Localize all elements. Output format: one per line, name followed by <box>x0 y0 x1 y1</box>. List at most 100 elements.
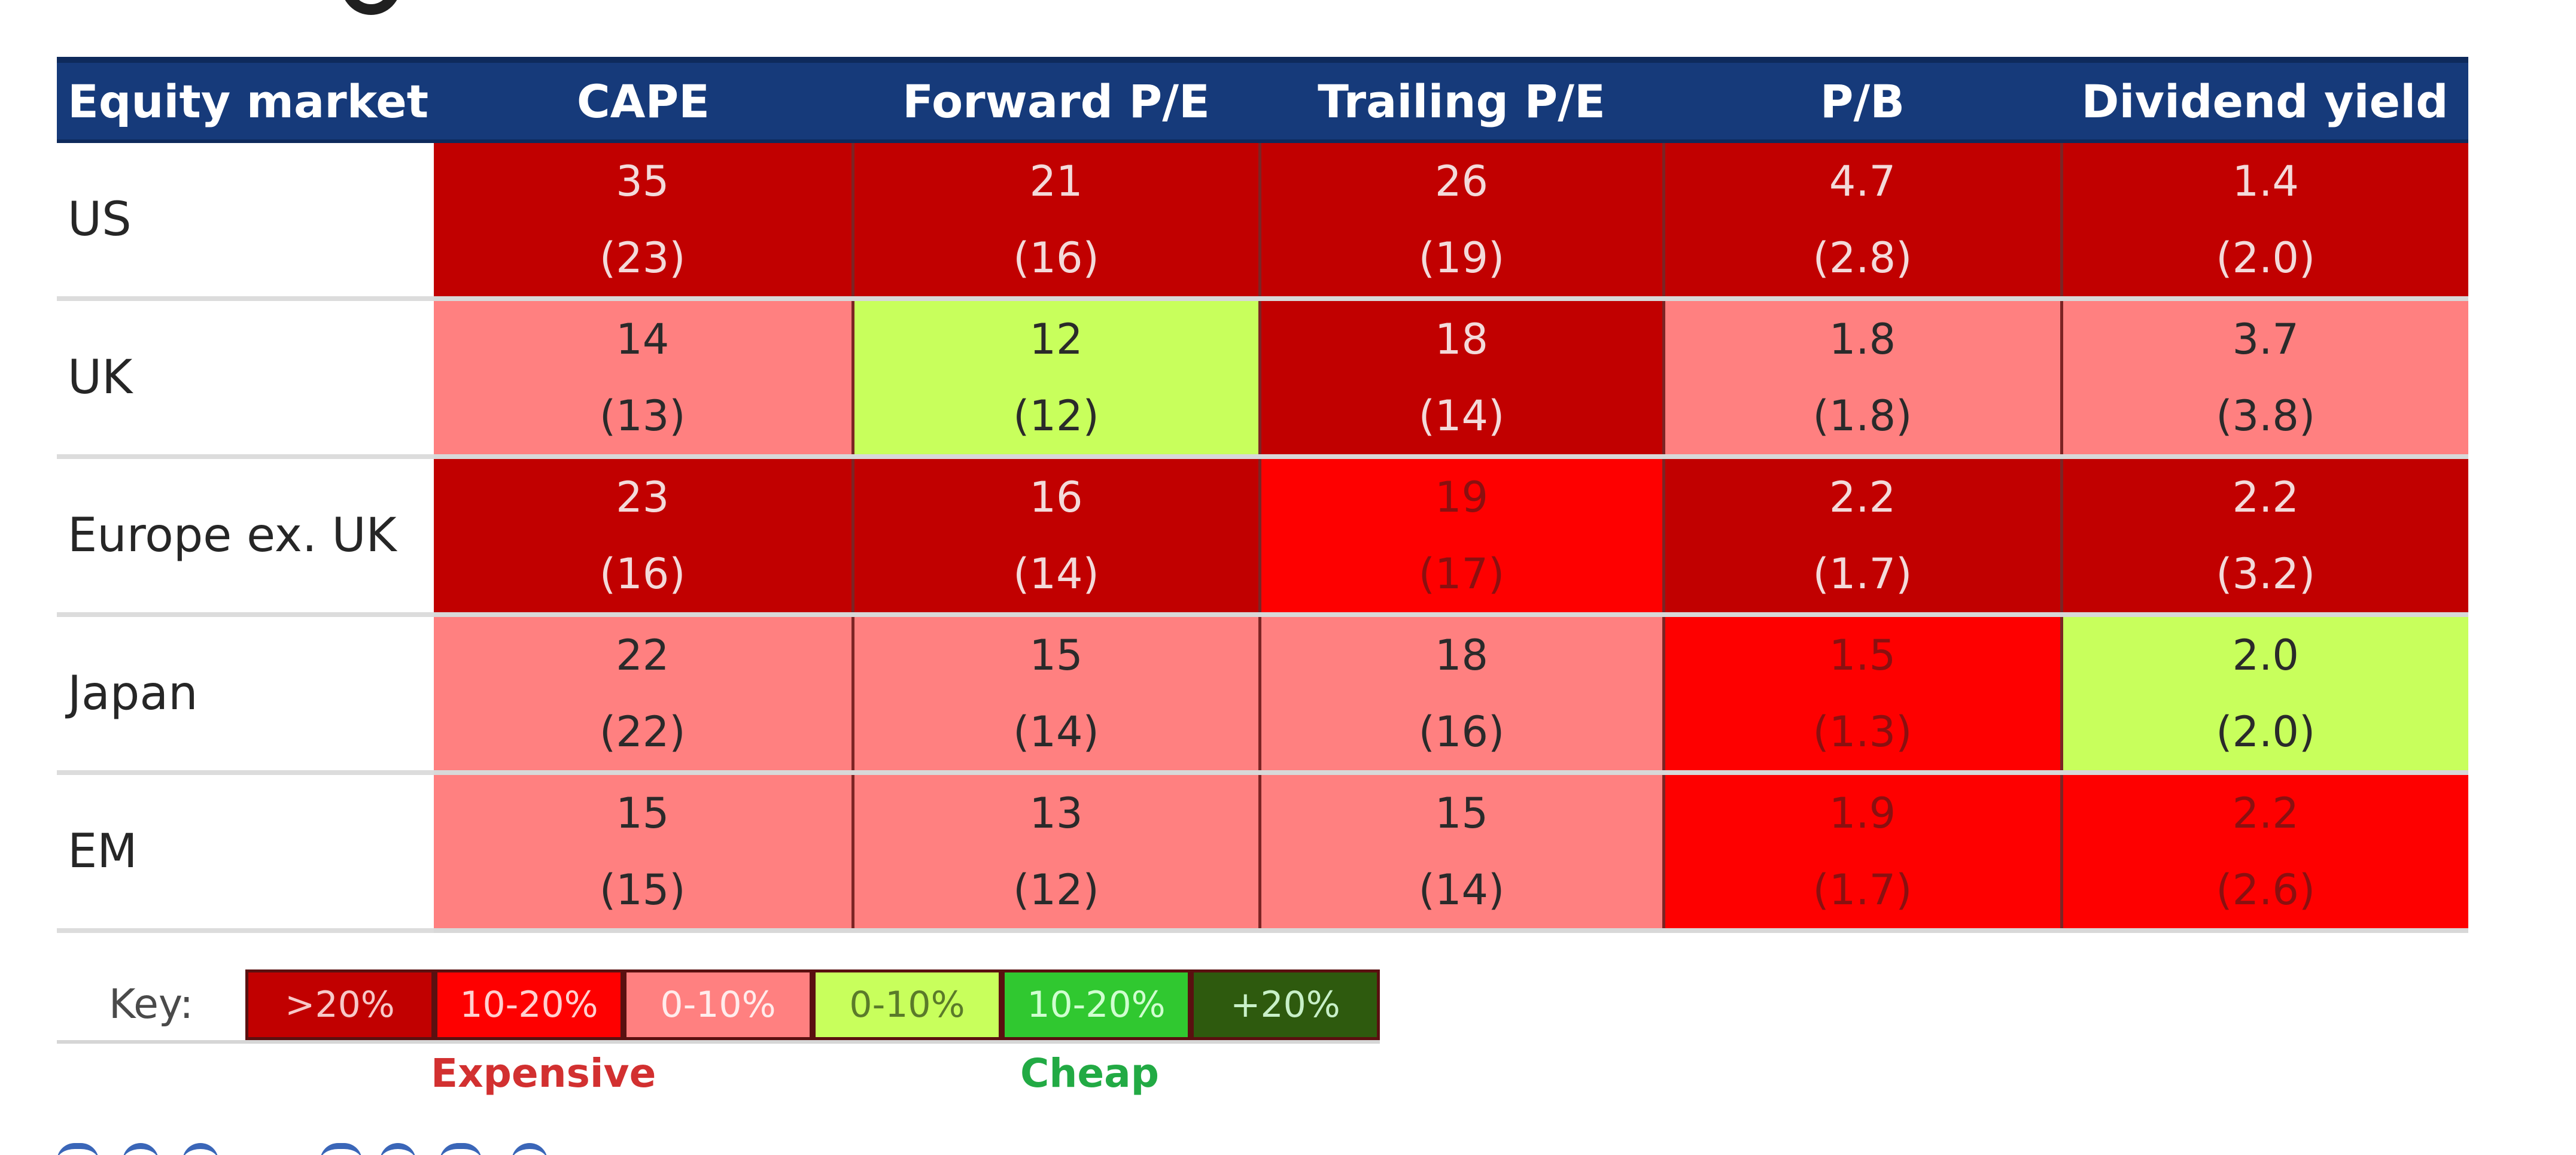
table-row: EM 15 (15) 13 (12) 15 (14) 1.9 (1.7) 2.2 (2.6) <box>57 773 2468 933</box>
cell-average: (14) <box>1418 391 1505 440</box>
cell-average: (3.8) <box>2216 391 2316 440</box>
table-cell: 15 (14) <box>1260 773 1665 933</box>
cell-average: (16) <box>1418 707 1505 756</box>
cell-average: (3.2) <box>2216 549 2316 598</box>
cell-value: 14 <box>616 315 670 364</box>
cell-average: (1.7) <box>1812 549 1912 598</box>
table-cell: 19 (17) <box>1260 457 1665 617</box>
key-swatch-cheap10: 10-20% <box>1002 969 1191 1040</box>
table-cell: 1.9 (1.7) <box>1663 773 2063 933</box>
table-cell: 26 (19) <box>1260 141 1665 301</box>
cell-value: 2.2 <box>2232 789 2299 838</box>
row-label: Japan <box>57 615 434 775</box>
cell-average: (19) <box>1418 233 1505 282</box>
table-cell: 23 (16) <box>434 457 854 617</box>
cell-average: (12) <box>1013 391 1099 440</box>
table-cell: 21 (16) <box>853 141 1261 301</box>
row-label: UK <box>57 299 434 459</box>
table-cell: 15 (15) <box>434 773 854 933</box>
cell-average: (14) <box>1013 549 1099 598</box>
cell-value: 1.8 <box>1829 315 1896 364</box>
cell-value: 16 <box>1029 473 1083 522</box>
cell-average: (2.8) <box>1812 233 1912 282</box>
table-cell: 22 (22) <box>434 615 854 775</box>
table-cell: 15 (14) <box>853 615 1261 775</box>
column-header: Forward P/E <box>853 57 1260 143</box>
column-header: P/B <box>1663 57 2061 143</box>
table-cell: 4.7 (2.8) <box>1663 141 2063 301</box>
cell-value: 22 <box>616 631 670 680</box>
cell-value: 18 <box>1434 315 1489 364</box>
expensive-label: Expensive <box>431 1050 656 1096</box>
table-cell: 1.5 (1.3) <box>1663 615 2063 775</box>
key-swatch-exp10: 10-20% <box>434 969 624 1040</box>
cell-average: (1.3) <box>1812 707 1912 756</box>
column-header: Trailing P/E <box>1260 57 1663 143</box>
key-swatch-cheap20: +20% <box>1191 969 1380 1040</box>
cell-average: (12) <box>1013 865 1099 914</box>
cell-value: 15 <box>1434 789 1489 838</box>
valuation-table: Equity market CAPE Forward P/E Trailing … <box>57 57 2468 933</box>
cell-average: (16) <box>1013 233 1099 282</box>
table-row: US 35 (23) 21 (16) 26 (19) 4.7 (2.8) 1.4 (2.0) <box>57 141 2468 301</box>
cell-value: 19 <box>1434 473 1489 522</box>
table-cell: 2.2 (2.6) <box>2061 773 2468 933</box>
cheap-label: Cheap <box>1020 1050 1159 1096</box>
table-row: UK 14 (13) 12 (12) 18 (14) 1.8 (1.8) 3.7 (3.8) <box>57 299 2468 459</box>
cell-value: 26 <box>1434 157 1489 206</box>
table-cell: 14 (13) <box>434 299 854 459</box>
table-body: US 35 (23) 21 (16) 26 (19) 4.7 (2.8) 1.4 (2.0) UK 14… <box>57 141 2468 933</box>
table-cell: 18 (16) <box>1260 615 1665 775</box>
cell-value: 18 <box>1434 631 1489 680</box>
table-cell: 16 (14) <box>853 457 1261 617</box>
cell-value: 4.7 <box>1829 157 1896 206</box>
cell-average: (23) <box>599 233 686 282</box>
table-row: Europe ex. UK 23 (16) 16 (14) 19 (17) 2.2 (1.7) 2… <box>57 457 2468 617</box>
cell-average: (13) <box>599 391 686 440</box>
table-cell: 3.7 (3.8) <box>2061 299 2468 459</box>
key-label: Key: <box>57 969 245 1040</box>
row-label: Europe ex. UK <box>57 457 434 617</box>
table-cell: 2.0 (2.0) <box>2061 615 2468 775</box>
cell-average: (2.0) <box>2216 233 2316 282</box>
column-header: Equity market <box>57 57 434 143</box>
cell-average: (1.8) <box>1812 391 1912 440</box>
cell-value: 12 <box>1029 315 1083 364</box>
table-cell: 1.4 (2.0) <box>2061 141 2468 301</box>
cell-average: (15) <box>599 865 686 914</box>
column-header: Dividend yield <box>2061 57 2468 143</box>
cropped-source-line <box>57 1143 595 1155</box>
cell-value: 21 <box>1029 157 1083 206</box>
table-cell: 12 (12) <box>853 299 1261 459</box>
cell-value: 15 <box>1029 631 1083 680</box>
cell-average: (22) <box>599 707 686 756</box>
table-cell: 35 (23) <box>434 141 854 301</box>
cell-value: 3.7 <box>2232 315 2299 364</box>
cell-average: (16) <box>599 549 686 598</box>
key-swatch-cheap0: 0-10% <box>813 969 1002 1040</box>
cell-value: 2.2 <box>2232 473 2299 522</box>
cell-value: 1.4 <box>2232 157 2299 206</box>
cell-value: 35 <box>616 157 670 206</box>
table-cell: 2.2 (1.7) <box>1663 457 2063 617</box>
cell-average: (2.6) <box>2216 865 2316 914</box>
row-label: EM <box>57 773 434 933</box>
cell-value: 2.2 <box>1829 473 1896 522</box>
key-legend: Key: >20% 10-20% 0-10% 0-10% 10-20% +20% <box>57 969 1380 1044</box>
cell-average: (2.0) <box>2216 707 2316 756</box>
table-header-row: Equity market CAPE Forward P/E Trailing … <box>57 57 2468 143</box>
row-label: US <box>57 141 434 301</box>
table-row: Japan 22 (22) 15 (14) 18 (16) 1.5 (1.3) 2.0 (2.0) <box>57 615 2468 775</box>
cropped-heading-glyph <box>335 0 407 15</box>
table-cell: 18 (14) <box>1260 299 1665 459</box>
column-header: CAPE <box>434 57 853 143</box>
cell-average: (14) <box>1013 707 1099 756</box>
table-cell: 2.2 (3.2) <box>2061 457 2468 617</box>
cell-average: (14) <box>1418 865 1505 914</box>
key-swatch-exp0: 0-10% <box>624 969 813 1040</box>
cell-average: (17) <box>1418 549 1505 598</box>
cell-value: 23 <box>616 473 670 522</box>
cell-value: 1.9 <box>1829 789 1896 838</box>
cell-value: 2.0 <box>2232 631 2299 680</box>
table-cell: 1.8 (1.8) <box>1663 299 2063 459</box>
